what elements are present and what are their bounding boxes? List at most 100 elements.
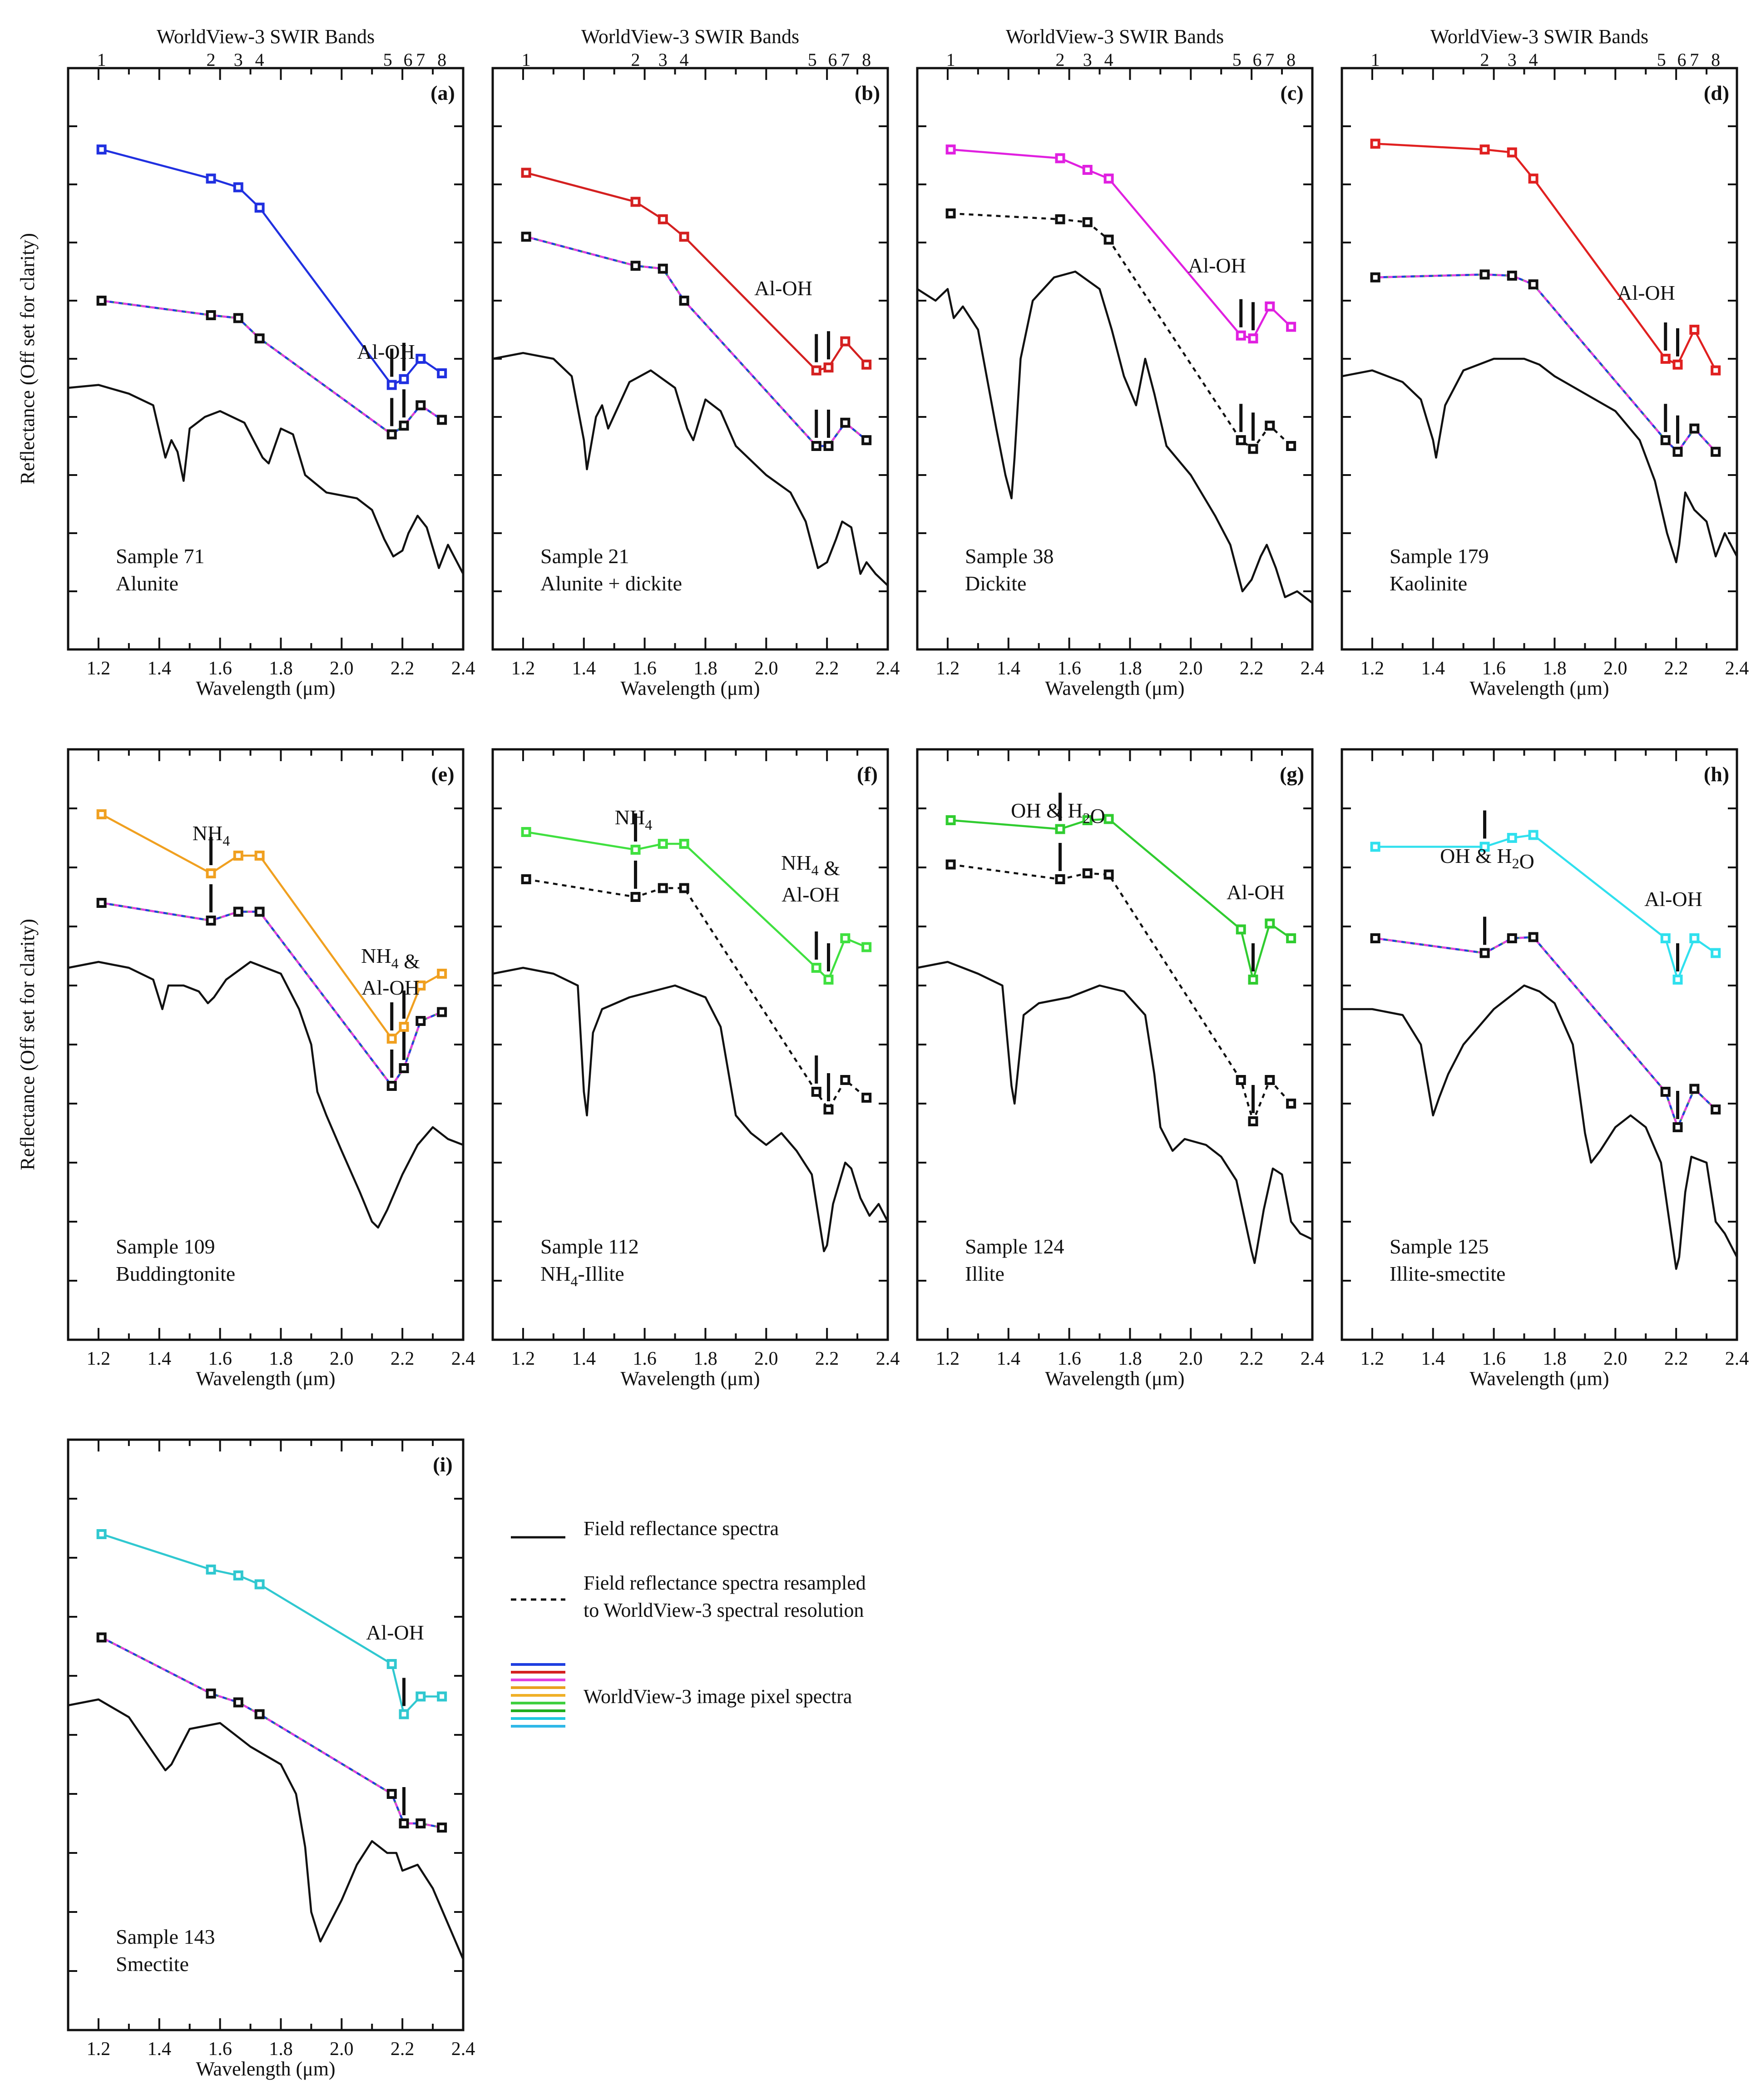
- field-spectrum-line: [492, 966, 889, 1253]
- x-axis-title: Wavelength (μm): [620, 1367, 760, 1390]
- band-label: 2: [631, 50, 640, 70]
- image-spectrum-point: [1236, 330, 1246, 341]
- legend-resampled-label: to WorldView-3 spectral resolution: [584, 1599, 864, 1621]
- sample-label: Sample 71: [116, 545, 204, 568]
- x-tick-label: 1.2: [511, 1348, 535, 1369]
- image-spectrum-point: [416, 1691, 426, 1702]
- band-axis-title: WorldView-3 SWIR Bands: [1430, 25, 1648, 48]
- x-tick-label: 2.0: [330, 658, 354, 679]
- x-tick-label: 1.2: [87, 658, 111, 679]
- band-label: 4: [1529, 50, 1538, 70]
- legend-image-label: WorldView-3 image pixel spectra: [584, 1685, 852, 1708]
- band-label: 1: [97, 50, 106, 70]
- image-spectrum-point: [254, 203, 265, 213]
- field-spectrum-line: [1342, 984, 1738, 1270]
- x-tick-label: 1.6: [208, 2039, 232, 2060]
- resampled-spectrum-line: [1375, 936, 1716, 1130]
- band-label: 7: [1690, 50, 1699, 70]
- resampled-spectrum-point: [1370, 933, 1380, 943]
- image-spectrum-point: [658, 214, 668, 224]
- x-tick-label: 1.8: [269, 2039, 293, 2060]
- feature-label: NH4: [193, 822, 230, 849]
- mineral-label: Alunite + dickite: [540, 572, 682, 595]
- x-tick-label: 2.2: [391, 1348, 415, 1369]
- resampled-spectrum-point: [1082, 217, 1093, 228]
- resampled-spectrum-point: [840, 1075, 851, 1085]
- resampled-spectrum-point: [1711, 446, 1721, 457]
- resampled-spectrum-point: [1286, 1099, 1296, 1109]
- x-tick-label: 2.0: [754, 1348, 778, 1369]
- resampled-spectrum-point: [96, 1632, 107, 1643]
- resampled-spectrum-point: [1689, 423, 1700, 434]
- band-label: 6: [828, 50, 837, 70]
- image-spectrum-point: [1370, 139, 1380, 149]
- image-spectrum-point: [1265, 301, 1275, 312]
- resampled-spectrum-point: [96, 296, 107, 306]
- feature-label: OH & H2O: [1440, 844, 1534, 873]
- x-tick-label: 1.8: [1543, 1348, 1567, 1369]
- sample-label: Sample 109: [116, 1235, 215, 1258]
- image-spectrum-point: [1236, 924, 1246, 935]
- x-tick-label: 1.6: [1482, 1348, 1506, 1369]
- image-spectrum-point: [399, 1709, 409, 1719]
- image-spectrum-point: [811, 365, 821, 376]
- band-label: 6: [404, 50, 413, 70]
- resampled-spectrum-point: [1672, 1122, 1683, 1132]
- image-spectrum-point: [1528, 830, 1538, 840]
- image-spectrum-point: [1660, 933, 1671, 943]
- image-spectrum-point: [206, 1565, 216, 1575]
- x-axis-title: Wavelength (μm): [196, 677, 335, 699]
- x-tick-label: 2.4: [451, 658, 475, 679]
- x-tick-label: 1.4: [997, 658, 1021, 679]
- panel-letter: (e): [431, 763, 454, 786]
- feature-label: Al-OH: [1644, 887, 1702, 911]
- x-tick-label: 1.6: [208, 658, 232, 679]
- resampled-spectrum-point: [254, 906, 265, 917]
- resampled-spectrum-point: [1055, 874, 1065, 884]
- feature-label: Al-OH: [366, 1621, 424, 1644]
- x-tick-label: 1.6: [633, 1348, 657, 1369]
- resampled-spectrum-point: [206, 916, 216, 926]
- image-spectrum-point: [679, 232, 689, 242]
- resampled-spectrum-point: [399, 421, 409, 431]
- chart-panel-g: 1.2 1.4 1.6 1.8 2.0 2.2 2.4 Wavelength (μm) (g) O…: [916, 748, 1324, 1390]
- image-spectrum-point: [96, 144, 107, 155]
- band-label: 3: [234, 50, 243, 70]
- band-label: 8: [437, 50, 446, 70]
- resampled-spectrum-point: [1528, 932, 1538, 942]
- image-spectrum-point: [840, 933, 851, 943]
- resampled-spectrum-point: [416, 400, 426, 411]
- band-label: 1: [946, 50, 955, 70]
- image-spectrum-point: [1507, 833, 1517, 843]
- image-spectrum-point: [233, 1570, 243, 1580]
- feature-label: Al-OH: [782, 883, 840, 906]
- x-tick-label: 1.4: [148, 2039, 172, 2060]
- resampled-spectrum-point: [679, 883, 689, 893]
- resampled-spectrum-point: [658, 263, 668, 274]
- chart-panel-f: 1.2 1.4 1.6 1.8 2.0 2.2 2.4 Wavelength (μm) (f) N…: [491, 748, 900, 1390]
- resampled-spectrum-point: [1507, 270, 1517, 281]
- x-tick-label: 1.8: [1118, 1348, 1142, 1369]
- resampled-spectrum-point: [1103, 234, 1114, 245]
- x-tick-label: 2.4: [876, 658, 900, 679]
- resampled-spectrum-point: [945, 208, 956, 218]
- image-spectrum-point: [1660, 354, 1671, 364]
- resampled-spectrum-point: [416, 1016, 426, 1026]
- field-spectrum-line: [916, 270, 1313, 604]
- x-axis-title: Wavelength (μm): [196, 1367, 335, 1390]
- x-tick-label: 2.2: [1240, 658, 1264, 679]
- resampled-spectrum-point: [823, 1104, 834, 1114]
- band-axis-title: WorldView-3 SWIR Bands: [157, 25, 375, 48]
- x-tick-label: 1.8: [693, 658, 717, 679]
- resampled-spectrum-point: [386, 1081, 397, 1091]
- chart-panel-d: 1.2 1.4 1.6 1.8 2.0 2.2 2.4 Wavelength (μm) Worl…: [1341, 25, 1749, 699]
- chart-panel-c: 1.2 1.4 1.6 1.8 2.0 2.2 2.4 Wavelength (μm) Worl…: [916, 25, 1324, 699]
- image-spectrum-point: [861, 942, 872, 952]
- resampled-spectrum-point: [1236, 435, 1246, 446]
- resampled-spectrum-point: [861, 1093, 872, 1103]
- image-spectrum-point: [945, 815, 956, 825]
- resampled-spectrum-point: [1248, 444, 1258, 454]
- resampled-spectrum-line: [1375, 936, 1716, 1130]
- resampled-spectrum-point: [945, 859, 956, 870]
